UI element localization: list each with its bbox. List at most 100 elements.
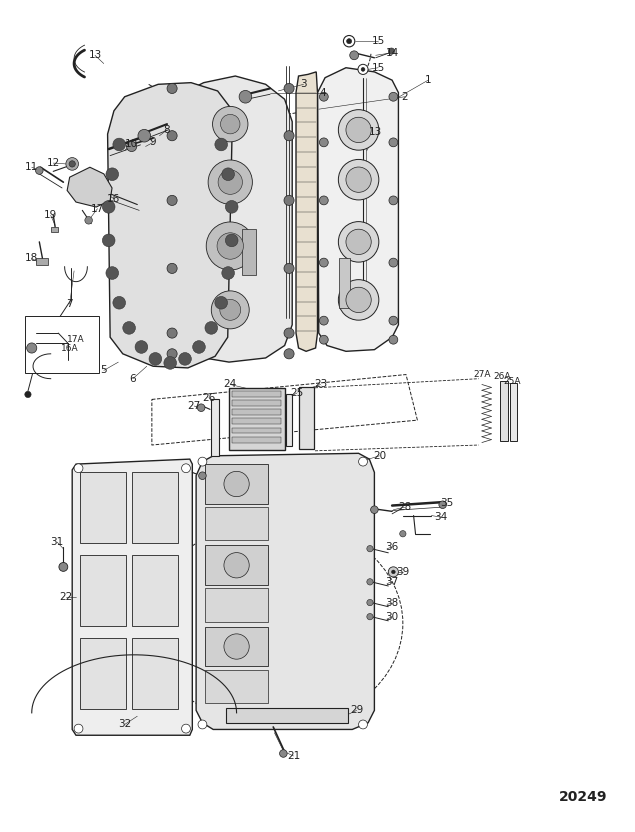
Circle shape — [106, 267, 119, 280]
Circle shape — [192, 340, 205, 354]
Circle shape — [319, 196, 328, 205]
Bar — [339, 259, 351, 308]
Circle shape — [182, 463, 190, 473]
Bar — [232, 391, 281, 397]
Circle shape — [338, 110, 379, 150]
Circle shape — [167, 196, 177, 206]
Circle shape — [217, 233, 243, 260]
Circle shape — [167, 83, 177, 93]
Circle shape — [167, 131, 177, 141]
Text: 12: 12 — [46, 158, 60, 168]
Circle shape — [224, 552, 249, 578]
Text: 36: 36 — [385, 542, 399, 552]
Circle shape — [182, 724, 190, 733]
Circle shape — [279, 750, 287, 757]
Text: 5: 5 — [100, 365, 107, 375]
Circle shape — [215, 296, 227, 309]
Circle shape — [389, 92, 398, 102]
Circle shape — [102, 201, 115, 213]
Circle shape — [113, 296, 126, 309]
Circle shape — [350, 51, 359, 60]
Circle shape — [346, 287, 371, 313]
Bar — [205, 508, 268, 540]
Circle shape — [389, 335, 398, 344]
Text: 28: 28 — [398, 503, 411, 513]
Bar — [132, 555, 178, 626]
Circle shape — [164, 357, 177, 369]
Circle shape — [59, 562, 68, 572]
Text: 22: 22 — [59, 592, 72, 602]
Circle shape — [346, 229, 371, 255]
Polygon shape — [72, 459, 192, 735]
Text: 32: 32 — [118, 720, 131, 730]
Circle shape — [213, 106, 248, 141]
Bar — [229, 388, 284, 450]
Circle shape — [319, 335, 328, 344]
Circle shape — [347, 38, 352, 44]
Text: 13: 13 — [88, 50, 102, 60]
Text: 31: 31 — [50, 537, 64, 547]
Bar — [81, 555, 126, 626]
Circle shape — [367, 599, 373, 606]
Circle shape — [85, 216, 93, 224]
Polygon shape — [166, 76, 292, 362]
Text: 20249: 20249 — [559, 790, 607, 804]
Circle shape — [358, 64, 368, 74]
Text: 14: 14 — [385, 47, 399, 57]
Text: 18: 18 — [25, 254, 38, 264]
Text: 16: 16 — [107, 194, 121, 204]
Circle shape — [359, 457, 368, 466]
Bar — [205, 626, 268, 666]
Circle shape — [319, 92, 328, 102]
Circle shape — [167, 328, 177, 338]
Circle shape — [344, 36, 355, 47]
Text: 8: 8 — [164, 125, 170, 135]
Circle shape — [346, 117, 371, 142]
Polygon shape — [318, 67, 398, 351]
Text: 27A: 27A — [473, 370, 491, 379]
Text: 25A: 25A — [504, 377, 521, 386]
Circle shape — [346, 167, 371, 192]
Circle shape — [220, 300, 241, 320]
Circle shape — [389, 316, 398, 325]
Circle shape — [284, 83, 294, 93]
Circle shape — [284, 131, 294, 141]
Circle shape — [284, 196, 294, 206]
Circle shape — [361, 67, 365, 72]
Text: 13: 13 — [369, 127, 382, 137]
Circle shape — [25, 391, 31, 398]
Circle shape — [222, 267, 234, 280]
Text: 26: 26 — [202, 393, 215, 403]
Text: 39: 39 — [396, 567, 410, 577]
Circle shape — [389, 258, 398, 267]
Circle shape — [167, 349, 177, 359]
Circle shape — [198, 457, 207, 466]
Bar — [232, 418, 281, 424]
Circle shape — [225, 201, 238, 213]
Circle shape — [149, 353, 162, 365]
Bar — [205, 464, 268, 504]
Circle shape — [319, 258, 328, 267]
Circle shape — [224, 472, 249, 497]
Text: 7: 7 — [66, 299, 73, 309]
Bar — [232, 428, 281, 433]
Circle shape — [138, 130, 150, 142]
Text: 29: 29 — [350, 706, 363, 716]
Circle shape — [391, 570, 395, 574]
Text: 30: 30 — [385, 612, 399, 622]
Text: 24: 24 — [224, 379, 237, 389]
Text: 3: 3 — [300, 79, 307, 89]
Bar — [81, 638, 126, 709]
Circle shape — [220, 114, 240, 134]
Polygon shape — [226, 708, 348, 723]
Text: 2: 2 — [401, 92, 408, 102]
Bar — [242, 230, 255, 275]
Circle shape — [113, 138, 126, 151]
Circle shape — [224, 634, 249, 659]
Circle shape — [367, 579, 373, 585]
Bar — [132, 638, 178, 709]
Circle shape — [367, 613, 373, 620]
Circle shape — [36, 166, 43, 175]
Bar — [205, 545, 268, 585]
Circle shape — [239, 91, 251, 103]
